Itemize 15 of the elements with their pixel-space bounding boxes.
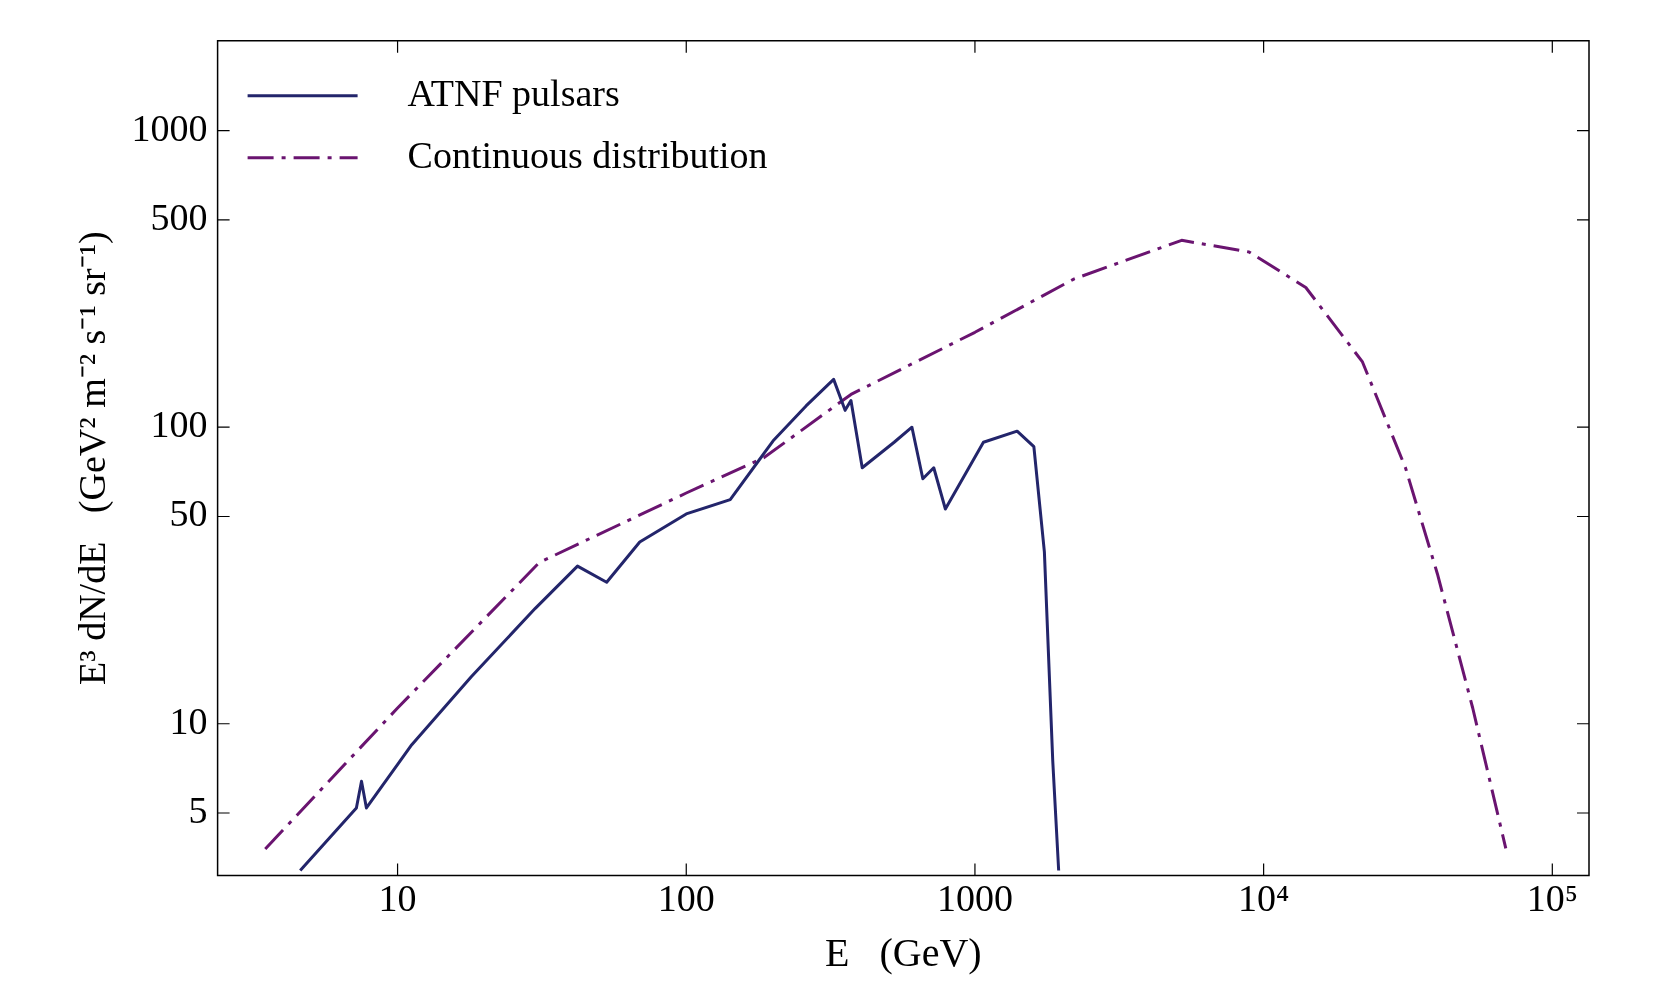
y-tick-label: 10 <box>169 699 208 742</box>
x-tick-label: 100 <box>657 877 715 920</box>
legend-label: ATNF pulsars <box>407 71 620 114</box>
legend-label: Continuous distribution <box>407 133 768 176</box>
y-axis-title: E³ dN/dE (GeV² m⁻² s⁻¹ sr⁻¹) <box>70 231 114 685</box>
x-axis-title: E (GeV) <box>825 929 982 975</box>
y-tick-label: 100 <box>150 403 208 446</box>
y-tick-label: 50 <box>169 492 208 535</box>
y-tick-label: 5 <box>188 788 208 831</box>
y-tick-label: 1000 <box>131 106 208 149</box>
x-tick-label: 10⁴ <box>1238 877 1290 920</box>
x-tick-label: 10⁵ <box>1526 877 1578 920</box>
x-tick-label: 10 <box>378 877 417 920</box>
y-tick-label: 500 <box>150 195 208 238</box>
x-tick-label: 1000 <box>936 877 1013 920</box>
